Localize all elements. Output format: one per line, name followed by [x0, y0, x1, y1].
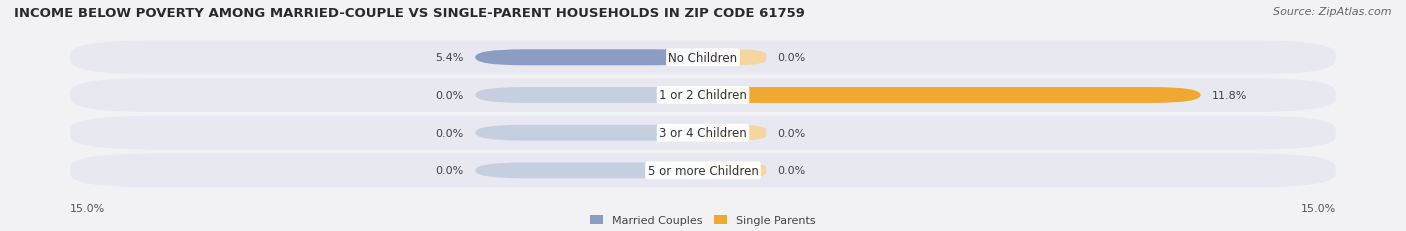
- FancyBboxPatch shape: [475, 50, 703, 66]
- Text: 5.4%: 5.4%: [436, 53, 464, 63]
- FancyBboxPatch shape: [475, 50, 703, 66]
- FancyBboxPatch shape: [703, 88, 766, 103]
- FancyBboxPatch shape: [70, 41, 1336, 75]
- FancyBboxPatch shape: [703, 163, 766, 179]
- FancyBboxPatch shape: [703, 50, 766, 66]
- Text: INCOME BELOW POVERTY AMONG MARRIED-COUPLE VS SINGLE-PARENT HOUSEHOLDS IN ZIP COD: INCOME BELOW POVERTY AMONG MARRIED-COUPL…: [14, 7, 804, 20]
- Text: 0.0%: 0.0%: [436, 128, 464, 138]
- Text: 0.0%: 0.0%: [778, 128, 806, 138]
- Text: 0.0%: 0.0%: [436, 91, 464, 100]
- FancyBboxPatch shape: [70, 154, 1336, 188]
- Text: 1 or 2 Children: 1 or 2 Children: [659, 89, 747, 102]
- Legend: Married Couples, Single Parents: Married Couples, Single Parents: [591, 215, 815, 225]
- Text: No Children: No Children: [668, 52, 738, 64]
- Text: 0.0%: 0.0%: [436, 166, 464, 176]
- Text: 15.0%: 15.0%: [1301, 203, 1336, 213]
- FancyBboxPatch shape: [475, 88, 703, 103]
- Text: 11.8%: 11.8%: [1212, 91, 1247, 100]
- Text: 0.0%: 0.0%: [778, 166, 806, 176]
- Text: Source: ZipAtlas.com: Source: ZipAtlas.com: [1274, 7, 1392, 17]
- Text: 0.0%: 0.0%: [778, 53, 806, 63]
- FancyBboxPatch shape: [475, 163, 703, 179]
- Text: 5 or more Children: 5 or more Children: [648, 164, 758, 177]
- FancyBboxPatch shape: [703, 88, 1201, 103]
- FancyBboxPatch shape: [475, 125, 703, 141]
- Text: 3 or 4 Children: 3 or 4 Children: [659, 127, 747, 140]
- FancyBboxPatch shape: [70, 116, 1336, 150]
- FancyBboxPatch shape: [70, 79, 1336, 112]
- Text: 15.0%: 15.0%: [70, 203, 105, 213]
- FancyBboxPatch shape: [703, 125, 766, 141]
